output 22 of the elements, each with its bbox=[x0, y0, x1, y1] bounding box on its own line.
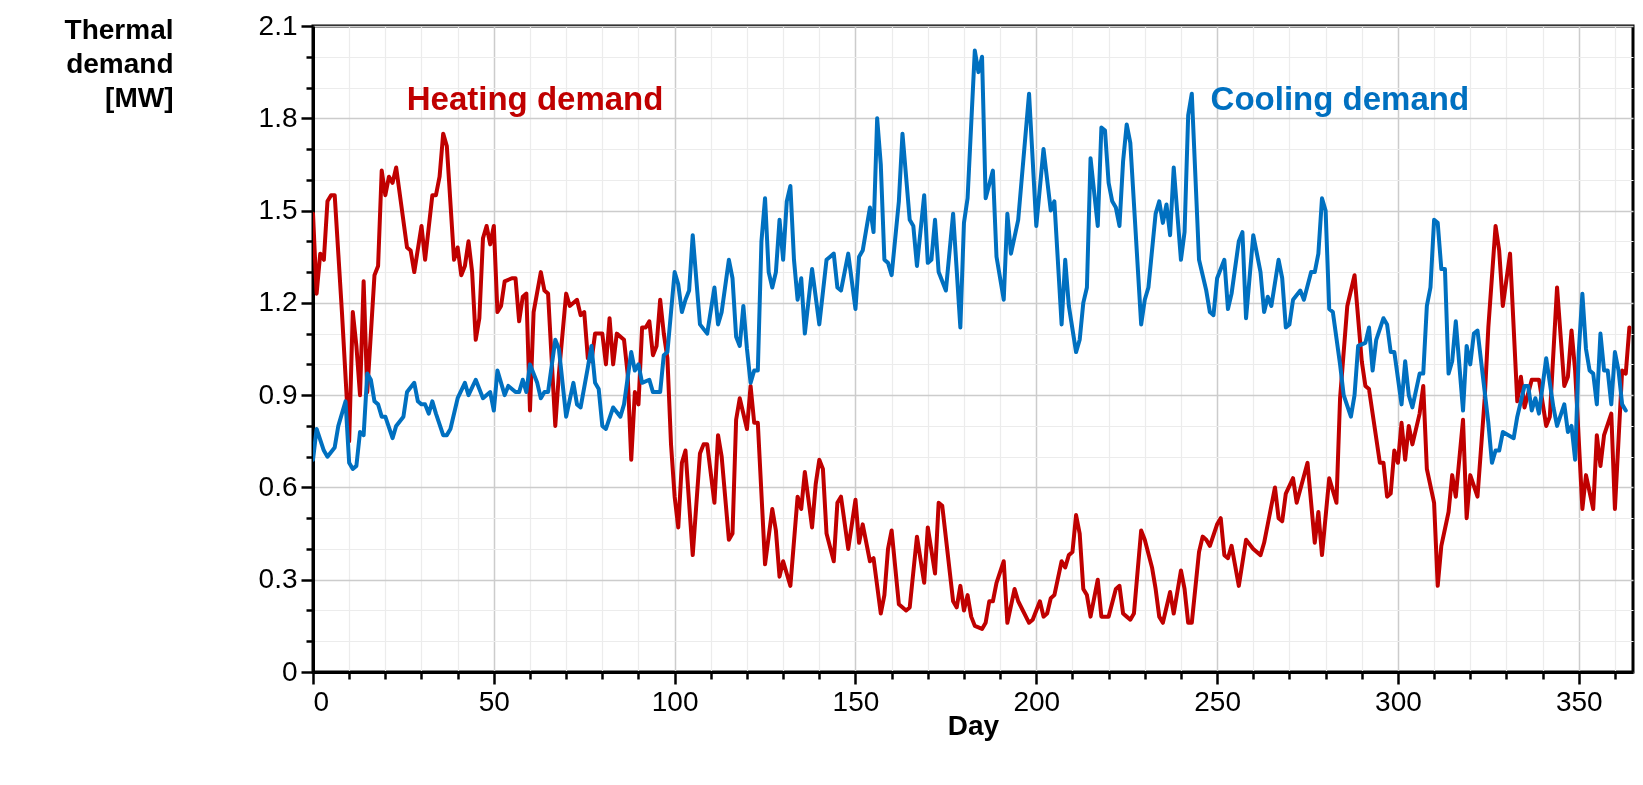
y-tick-label: 1.8 bbox=[258, 101, 298, 133]
x-tick-label: 250 bbox=[1194, 685, 1241, 717]
y-tick-label: 2.1 bbox=[258, 9, 298, 41]
series-label: Heating demand bbox=[406, 79, 664, 117]
y-tick-label: 0 bbox=[281, 655, 298, 687]
x-tick-label: 150 bbox=[832, 685, 880, 717]
x-tick-label: 50 bbox=[478, 685, 510, 717]
y-tick-label: 1.5 bbox=[258, 194, 298, 226]
x-tick-label: 300 bbox=[1375, 685, 1422, 717]
x-tick-label: 100 bbox=[651, 685, 699, 717]
x-tick-label: 350 bbox=[1555, 685, 1603, 717]
y-tick-label: 0.9 bbox=[258, 378, 298, 410]
line-series bbox=[313, 131, 1632, 631]
y-tick-label: 0.3 bbox=[258, 563, 298, 595]
series-label: Cooling demand bbox=[1210, 79, 1470, 117]
y-tick-label: 1.2 bbox=[258, 286, 298, 318]
x-tick-label: 200 bbox=[1013, 685, 1061, 717]
line-series bbox=[313, 48, 1628, 471]
x-axis-title: Day bbox=[947, 709, 1000, 741]
y-tick-label: 0.6 bbox=[258, 470, 298, 502]
x-tick-label: 0 bbox=[313, 685, 330, 717]
y-axis-title: Thermal demand [MW] bbox=[64, 13, 174, 113]
